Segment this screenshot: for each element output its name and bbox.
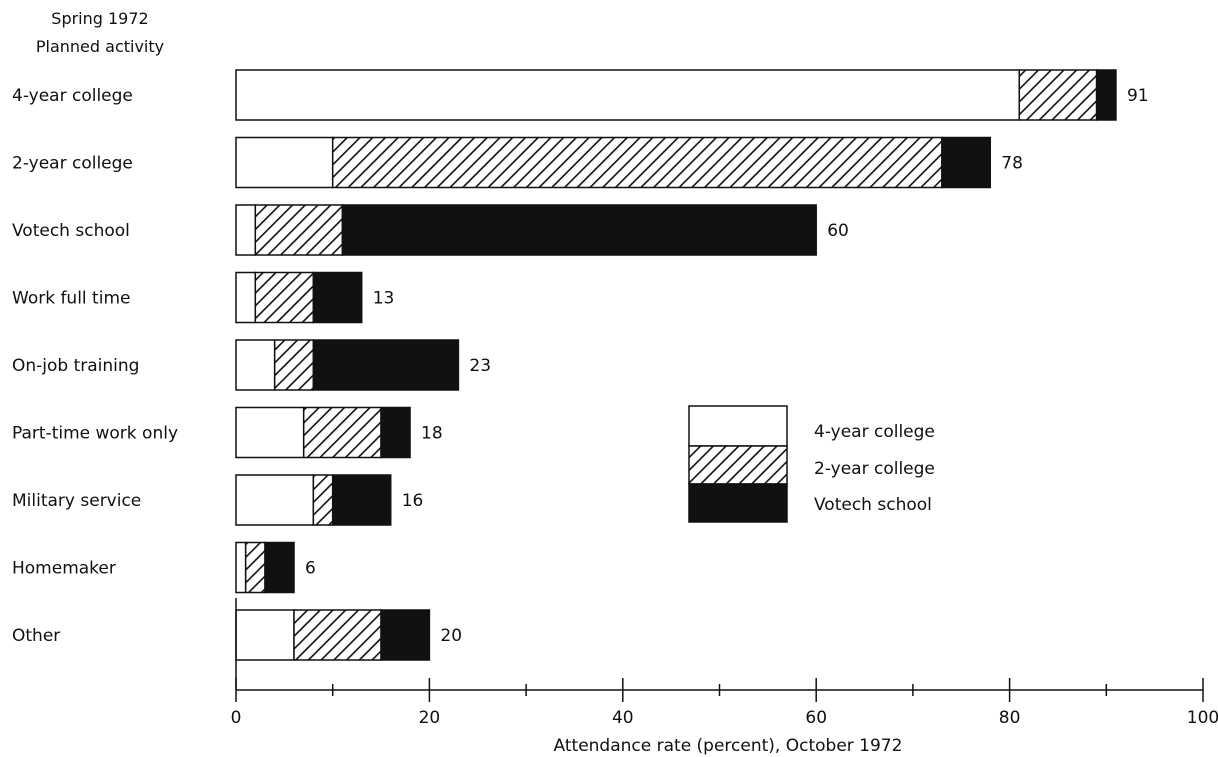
y-axis-title-line1: Spring 1972 xyxy=(51,9,148,28)
bar-military-service-votech-school xyxy=(331,474,392,526)
bar-part-time-work-only-votech-school xyxy=(380,406,411,459)
bar-2-year-college-2-year-college xyxy=(331,136,943,189)
bar-4-year-college-2-year-college xyxy=(1018,69,1098,121)
bar-4-year-college-votech-school xyxy=(1095,69,1117,121)
x-tick-label-100: 100 xyxy=(1187,708,1218,728)
bar-4-year-college-4-year-college xyxy=(235,69,1021,121)
total-label-homemaker: 6 xyxy=(305,559,316,579)
category-label-votech-school: Votech school xyxy=(12,221,130,241)
total-label-2-year-college: 78 xyxy=(1001,154,1023,174)
bar-2-year-college-votech-school xyxy=(941,136,992,189)
bar-part-time-work-only-2-year-college xyxy=(302,406,382,459)
total-label-work-full-time: 13 xyxy=(373,289,395,309)
category-label-other: Other xyxy=(12,626,60,646)
total-label-part-time-work-only: 18 xyxy=(421,424,443,444)
x-tick-label-0: 0 xyxy=(231,708,242,728)
total-label-votech-school: 60 xyxy=(827,221,849,241)
bar-part-time-work-only-4-year-college xyxy=(235,406,305,459)
category-label-on-job-training: On-job training xyxy=(12,356,139,376)
y-axis-title-line2: Planned activity xyxy=(36,37,164,56)
total-label-military-service: 16 xyxy=(402,491,424,511)
legend: 4-year college 2-year college Votech sch… xyxy=(688,405,935,523)
bars-group xyxy=(235,69,1117,661)
x-axis-ticks: 0 20 40 60 80 100 xyxy=(231,678,1218,728)
bar-homemaker-votech-school xyxy=(264,541,295,594)
bar-on-job-training-4-year-college xyxy=(235,339,276,391)
bar-on-job-training-votech-school xyxy=(312,339,460,391)
legend-swatch-4-year-college xyxy=(688,405,788,447)
legend-label-4-year-college: 4-year college xyxy=(814,422,935,442)
bar-votech-school-2-year-college xyxy=(254,204,344,256)
category-label-homemaker: Homemaker xyxy=(12,559,116,579)
bar-military-service-4-year-college xyxy=(235,474,315,526)
bar-2-year-college-4-year-college xyxy=(235,136,334,189)
legend-label-2-year-college: 2-year college xyxy=(814,459,935,479)
category-label-work-full-time: Work full time xyxy=(12,289,130,309)
legend-swatch-votech-school xyxy=(688,483,788,523)
bar-other-votech-school xyxy=(380,609,431,661)
bar-homemaker-2-year-college xyxy=(244,541,266,594)
total-label-other: 20 xyxy=(440,626,462,646)
total-label-on-job-training: 23 xyxy=(469,356,491,376)
x-tick-label-80: 80 xyxy=(999,708,1021,728)
bar-work-full-time-votech-school xyxy=(312,271,363,324)
bar-votech-school-4-year-college xyxy=(235,204,257,256)
legend-label-votech-school: Votech school xyxy=(814,495,932,515)
total-value-labels: 91 78 60 13 23 18 16 6 20 xyxy=(305,86,1149,646)
x-tick-label-60: 60 xyxy=(805,708,827,728)
bar-homemaker-4-year-college xyxy=(235,541,247,594)
total-label-4-year-college: 91 xyxy=(1127,86,1149,106)
category-label-4-year-college: 4-year college xyxy=(12,86,133,106)
category-label-part-time-work-only: Part-time work only xyxy=(12,424,178,444)
category-labels: 4-year college 2-year college Votech schoo… xyxy=(12,86,178,646)
bar-military-service-2-year-college xyxy=(312,474,334,526)
legend-swatch-2-year-college xyxy=(688,445,788,485)
x-tick-label-40: 40 xyxy=(612,708,634,728)
category-label-military-service: Military service xyxy=(12,491,141,511)
bar-work-full-time-2-year-college xyxy=(254,271,315,324)
category-label-2-year-college: 2-year college xyxy=(12,154,133,174)
x-tick-label-20: 20 xyxy=(419,708,441,728)
bar-work-full-time-4-year-college xyxy=(235,271,257,324)
bar-other-4-year-college xyxy=(235,609,295,661)
x-axis-title: Attendance rate (percent), October 1972 xyxy=(554,736,903,756)
bar-other-2-year-college xyxy=(293,609,382,661)
bar-on-job-training-2-year-college xyxy=(273,339,315,391)
bar-votech-school-votech-school xyxy=(341,204,817,256)
